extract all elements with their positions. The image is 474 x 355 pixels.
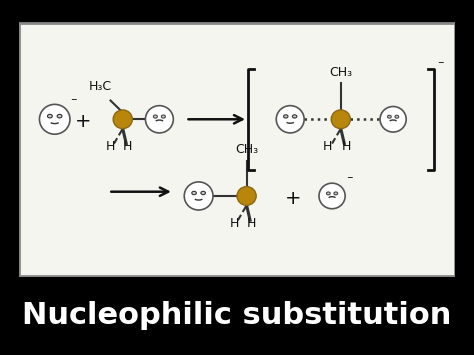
Text: +: + (284, 189, 301, 208)
Text: ⁻: ⁻ (346, 174, 353, 187)
Ellipse shape (192, 191, 196, 195)
FancyBboxPatch shape (19, 23, 455, 277)
Ellipse shape (47, 114, 52, 118)
Ellipse shape (201, 191, 205, 195)
Text: Nucleophilic substitution: Nucleophilic substitution (22, 301, 452, 331)
Text: H: H (341, 140, 351, 153)
Ellipse shape (283, 115, 288, 118)
Ellipse shape (334, 192, 337, 195)
Text: H₃C: H₃C (89, 80, 112, 93)
Ellipse shape (161, 115, 165, 118)
Text: +: + (75, 112, 91, 131)
Circle shape (237, 187, 256, 205)
Text: H: H (323, 140, 332, 153)
Ellipse shape (327, 192, 330, 195)
Circle shape (184, 182, 213, 210)
Circle shape (331, 110, 350, 129)
Text: ⁻: ⁻ (71, 97, 77, 109)
Ellipse shape (57, 114, 62, 118)
Ellipse shape (154, 115, 157, 118)
Circle shape (319, 183, 345, 209)
Text: H: H (230, 217, 239, 230)
Ellipse shape (388, 115, 391, 118)
Circle shape (113, 110, 132, 129)
Text: H: H (122, 140, 132, 153)
Text: CH₃: CH₃ (329, 66, 352, 79)
Circle shape (380, 106, 406, 132)
Text: H: H (106, 140, 115, 153)
Text: H: H (246, 217, 255, 230)
Circle shape (276, 106, 304, 133)
Ellipse shape (292, 115, 297, 118)
Circle shape (146, 106, 173, 133)
Text: ⁻: ⁻ (437, 59, 443, 72)
Text: CH₃: CH₃ (235, 143, 258, 156)
Circle shape (39, 104, 70, 134)
Ellipse shape (395, 115, 399, 118)
